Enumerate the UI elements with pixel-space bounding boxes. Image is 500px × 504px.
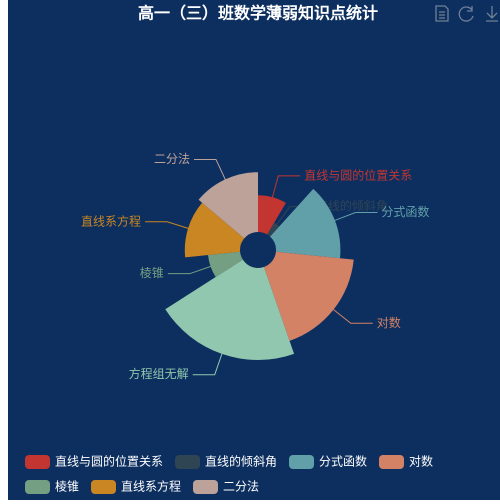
label-line bbox=[330, 306, 373, 324]
rose-slice bbox=[198, 172, 258, 239]
rose-slice bbox=[208, 251, 243, 278]
legend-swatch bbox=[289, 455, 314, 469]
toolbox[interactable] bbox=[435, 5, 498, 22]
data-view-icon[interactable] bbox=[435, 5, 449, 22]
legend-swatch bbox=[25, 455, 50, 469]
slice-label: 方程组无解 bbox=[129, 366, 189, 381]
label-line bbox=[192, 349, 224, 376]
legend-swatch bbox=[379, 455, 404, 469]
label-line bbox=[167, 264, 215, 275]
rose-slice bbox=[184, 202, 245, 258]
legend-label: 二分法 bbox=[223, 480, 259, 494]
slice-label: 棱锥 bbox=[140, 265, 164, 280]
chart-title: 高一（三）班数学薄弱知识点统计 bbox=[138, 4, 378, 23]
rose-slice bbox=[270, 188, 341, 259]
label-line bbox=[270, 175, 301, 202]
legend-swatch bbox=[175, 455, 200, 469]
rose-slice bbox=[258, 195, 286, 235]
legend-label: 分式函数 bbox=[319, 454, 367, 469]
slice-label: 直线系方程 bbox=[81, 213, 141, 228]
slice-label: 分式函数 bbox=[381, 204, 429, 219]
rose-slice bbox=[263, 251, 354, 341]
rose-slice bbox=[165, 259, 295, 360]
legend-label: 对数 bbox=[409, 454, 433, 469]
legend-label: 直线系方程 bbox=[121, 479, 181, 494]
legend-label: 直线的倾斜角 bbox=[205, 454, 277, 469]
slice-label: 直线的倾斜角 bbox=[316, 198, 388, 213]
restore-icon[interactable] bbox=[458, 6, 474, 22]
rose-slice bbox=[267, 222, 280, 237]
legend-label: 直线与圆的位置关系 bbox=[55, 454, 163, 469]
slice-label: 直线与圆的位置关系 bbox=[304, 167, 412, 182]
label-line bbox=[145, 221, 193, 230]
label-line bbox=[330, 211, 378, 223]
legend-swatch bbox=[25, 480, 50, 494]
legend-swatch bbox=[193, 480, 218, 494]
slice-label: 二分法 bbox=[154, 152, 190, 166]
legend-swatch bbox=[91, 480, 116, 494]
label-line bbox=[193, 158, 228, 184]
legend-label: 棱锥 bbox=[55, 479, 79, 494]
slice-label: 对数 bbox=[377, 315, 401, 330]
background bbox=[8, 0, 500, 500]
save-icon[interactable] bbox=[486, 6, 498, 22]
